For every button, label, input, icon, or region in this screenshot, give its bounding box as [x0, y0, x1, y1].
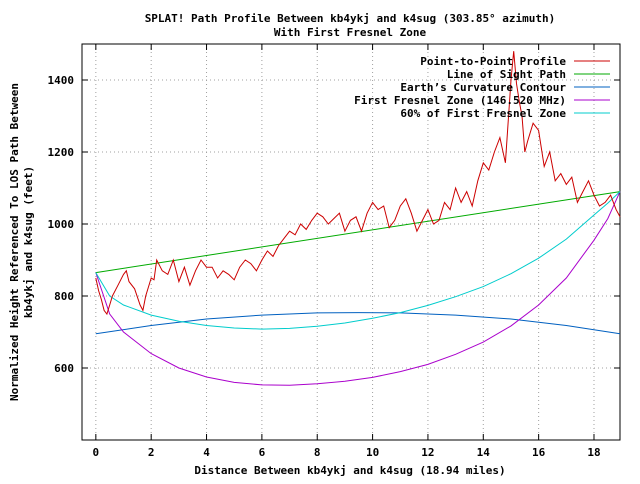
- y-tick-label: 800: [54, 290, 74, 303]
- x-tick-label: 10: [366, 446, 379, 459]
- series-line-3: [95, 191, 621, 386]
- y-axis-label-line1: Normalized Height Referenced To LOS Path…: [8, 83, 21, 401]
- x-axis-label: Distance Between kb4ykj and k4sug (18.94…: [194, 464, 505, 477]
- x-tick-label: 2: [148, 446, 155, 459]
- series-line-2: [95, 312, 621, 335]
- x-tick-label: 8: [314, 446, 321, 459]
- x-tick-label: 18: [587, 446, 600, 459]
- chart-subtitle: With First Fresnel Zone: [274, 26, 427, 39]
- x-tick-label: 12: [421, 446, 434, 459]
- x-tick-label: 0: [93, 446, 100, 459]
- legend-label: Point-to-Point Profile: [420, 55, 566, 68]
- y-tick-label: 1200: [48, 146, 75, 159]
- series-line-0: [95, 51, 621, 316]
- chart-title: SPLAT! Path Profile Between kb4ykj and k…: [145, 12, 556, 25]
- x-tick-label: 16: [532, 446, 546, 459]
- plot-frame: [81, 43, 621, 441]
- legend-label: First Fresnel Zone (146.520 MHz): [354, 94, 566, 107]
- series-line-1: [95, 191, 621, 274]
- x-tick-label: 4: [203, 446, 210, 459]
- y-tick-label: 1000: [48, 218, 75, 231]
- legend-label: Earth’s Curvature Contour: [400, 81, 566, 94]
- y-tick-label: 600: [54, 362, 74, 375]
- y-tick-label: 1400: [48, 74, 75, 87]
- x-tick-label: 14: [477, 446, 491, 459]
- y-axis-label-line2: kb4ykj and k4sug (feet): [22, 166, 35, 318]
- legend-label: 60% of First Fresnel Zone: [400, 107, 566, 120]
- series-line-4: [95, 191, 621, 330]
- x-tick-label: 6: [259, 446, 266, 459]
- legend-label: Line of Sight Path: [447, 68, 566, 81]
